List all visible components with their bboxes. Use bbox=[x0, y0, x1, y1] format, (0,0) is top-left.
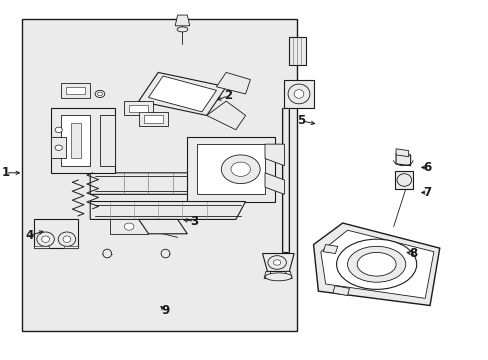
Polygon shape bbox=[61, 116, 90, 166]
Ellipse shape bbox=[357, 252, 395, 276]
Ellipse shape bbox=[37, 232, 54, 246]
Polygon shape bbox=[332, 286, 349, 296]
Ellipse shape bbox=[287, 84, 309, 104]
Polygon shape bbox=[395, 153, 410, 166]
Polygon shape bbox=[264, 173, 284, 194]
Ellipse shape bbox=[267, 256, 286, 269]
Polygon shape bbox=[90, 173, 245, 194]
Polygon shape bbox=[129, 105, 148, 112]
Polygon shape bbox=[264, 144, 284, 166]
Text: 4: 4 bbox=[25, 229, 34, 242]
Polygon shape bbox=[284, 80, 313, 108]
Polygon shape bbox=[63, 246, 78, 248]
Polygon shape bbox=[264, 271, 270, 279]
Polygon shape bbox=[216, 72, 250, 94]
Text: 6: 6 bbox=[423, 161, 431, 174]
Polygon shape bbox=[34, 246, 49, 248]
Polygon shape bbox=[139, 72, 226, 116]
Polygon shape bbox=[320, 230, 433, 298]
Ellipse shape bbox=[347, 246, 405, 282]
Ellipse shape bbox=[177, 27, 187, 32]
Polygon shape bbox=[323, 244, 337, 253]
Polygon shape bbox=[395, 149, 408, 157]
Ellipse shape bbox=[58, 232, 76, 246]
Polygon shape bbox=[100, 116, 114, 166]
Polygon shape bbox=[143, 116, 163, 123]
Ellipse shape bbox=[221, 155, 260, 184]
Polygon shape bbox=[285, 271, 292, 279]
Polygon shape bbox=[66, 87, 85, 94]
Polygon shape bbox=[139, 112, 167, 126]
Polygon shape bbox=[124, 101, 153, 116]
Ellipse shape bbox=[55, 145, 62, 150]
Polygon shape bbox=[313, 223, 439, 306]
Polygon shape bbox=[51, 137, 66, 158]
Polygon shape bbox=[71, 123, 81, 158]
Ellipse shape bbox=[230, 162, 250, 176]
Polygon shape bbox=[282, 108, 289, 252]
Ellipse shape bbox=[124, 223, 134, 230]
Polygon shape bbox=[206, 101, 245, 130]
Text: 2: 2 bbox=[224, 89, 232, 102]
Ellipse shape bbox=[293, 90, 303, 98]
Polygon shape bbox=[187, 137, 274, 202]
Polygon shape bbox=[61, 83, 90, 98]
Text: 7: 7 bbox=[423, 186, 431, 199]
Polygon shape bbox=[139, 220, 187, 234]
Ellipse shape bbox=[273, 260, 280, 265]
Ellipse shape bbox=[41, 236, 49, 242]
Ellipse shape bbox=[95, 90, 104, 98]
Polygon shape bbox=[175, 15, 189, 26]
Text: 9: 9 bbox=[161, 305, 169, 318]
Polygon shape bbox=[262, 253, 293, 271]
Polygon shape bbox=[90, 202, 245, 220]
Text: 8: 8 bbox=[408, 247, 416, 260]
Polygon shape bbox=[197, 144, 264, 194]
Text: 5: 5 bbox=[297, 114, 305, 127]
Text: 3: 3 bbox=[190, 215, 198, 228]
Ellipse shape bbox=[102, 249, 111, 258]
Text: 1: 1 bbox=[1, 166, 9, 179]
Polygon shape bbox=[394, 171, 412, 189]
Ellipse shape bbox=[396, 174, 411, 186]
Polygon shape bbox=[34, 220, 78, 248]
Polygon shape bbox=[148, 76, 216, 112]
Ellipse shape bbox=[336, 239, 416, 289]
Ellipse shape bbox=[63, 236, 71, 242]
Ellipse shape bbox=[161, 249, 169, 258]
Bar bbox=[22, 19, 296, 330]
Ellipse shape bbox=[97, 92, 102, 96]
Polygon shape bbox=[109, 220, 148, 234]
Polygon shape bbox=[289, 37, 305, 65]
Ellipse shape bbox=[55, 127, 62, 132]
Ellipse shape bbox=[264, 273, 291, 281]
Polygon shape bbox=[51, 108, 114, 173]
